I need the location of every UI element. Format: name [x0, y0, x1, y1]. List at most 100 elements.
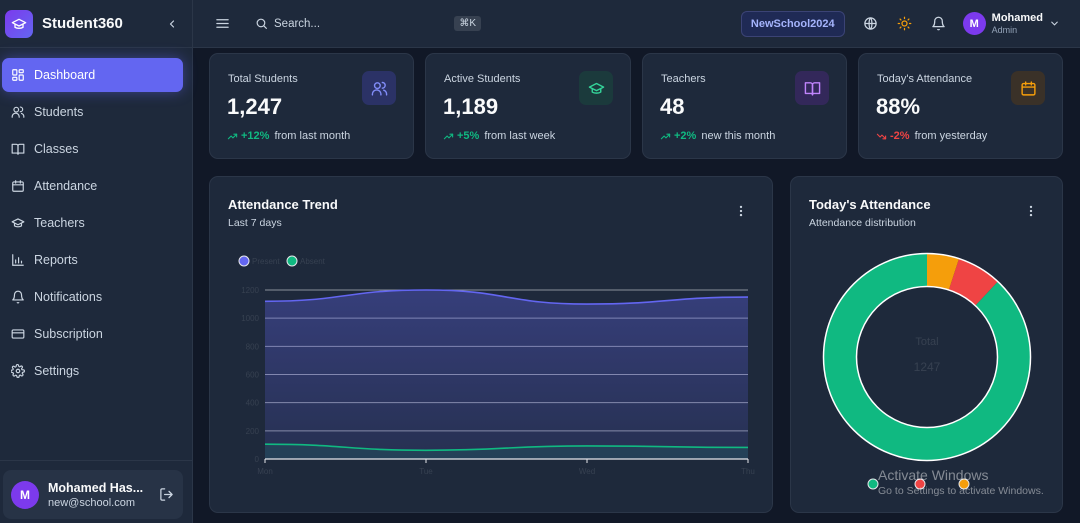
- stat-change: +12%: [241, 130, 270, 142]
- sidebar-item-label: Dashboard: [34, 68, 96, 82]
- search-icon: [256, 18, 267, 29]
- user-email: new@school.com: [48, 496, 135, 509]
- sidebar-item-label: Attendance: [34, 179, 98, 193]
- school-selector[interactable]: NewSchool2024: [740, 10, 845, 37]
- legend-marker: [286, 255, 298, 267]
- legend-marker: [914, 478, 926, 490]
- search-input[interactable]: [274, 17, 434, 30]
- bell-icon: [931, 16, 945, 30]
- avatar: M: [962, 12, 986, 35]
- bell-icon: [12, 290, 24, 304]
- attendance-trend-panel: Attendance Trend Last 7 days 0 200 400 600 8…: [209, 176, 773, 513]
- header-actions: NewSchool2024 M Mohamed Admin: [740, 10, 1060, 37]
- sidebar-item-label: Settings: [34, 364, 80, 378]
- graduation-cap-icon: [588, 82, 604, 94]
- brand-logo-icon: [5, 9, 33, 38]
- book-icon: [11, 143, 25, 155]
- stat-period: new this month: [701, 130, 776, 142]
- donut-slice: [823, 253, 1031, 461]
- sidebar-item-label: Notifications: [34, 290, 103, 304]
- sidebar-item-classes[interactable]: Classes: [2, 132, 183, 166]
- trending-up-icon: [443, 133, 454, 139]
- logout-button[interactable]: [159, 487, 175, 503]
- stat-period: from yesterday: [914, 130, 988, 142]
- stat-icon-box: [579, 71, 613, 105]
- logout-icon: [160, 487, 173, 501]
- kebab-menu-icon: [1029, 205, 1033, 217]
- y-tick-label: 0: [255, 455, 260, 464]
- sidebar-item-label: Teachers: [34, 216, 85, 230]
- sidebar-item-label: Reports: [34, 253, 78, 267]
- panel-title: Today's Attendance: [809, 197, 931, 212]
- stat-trend: +5% from last week: [443, 130, 555, 142]
- y-tick-label: 400: [246, 399, 260, 408]
- stat-change: +5%: [457, 130, 480, 142]
- windows-activation-watermark: Activate Windows Go to Settings to activ…: [878, 467, 1044, 497]
- language-button[interactable]: [863, 16, 879, 32]
- stat-card-total-students: Total Students 1,247 +12% from last mont…: [209, 53, 414, 159]
- series-area-absent: [265, 444, 748, 459]
- donut-center-value: 1247: [914, 360, 941, 374]
- stat-card-todays-attendance: Today's Attendance 88% -2% from yesterda…: [858, 53, 1063, 159]
- sidebar-item-settings[interactable]: Settings: [2, 354, 183, 388]
- legend-label: Absent: [300, 257, 326, 266]
- stat-value: 48: [660, 94, 685, 119]
- stat-icon-box: [362, 71, 396, 105]
- sidebar-item-label: Subscription: [34, 327, 103, 341]
- legend-marker: [238, 255, 250, 267]
- sidebar-nav: Dashboard Students Classes Attendance Te…: [0, 48, 192, 388]
- x-tick-label: Wed: [579, 467, 595, 476]
- stat-title: Active Students: [444, 73, 521, 85]
- user-name: Mohamed Has...: [48, 480, 144, 495]
- user-info: Mohamed Has... new@school.com: [48, 481, 159, 509]
- profile-menu[interactable]: M Mohamed Admin: [962, 12, 1060, 35]
- panel-subtitle: Attendance distribution: [809, 217, 916, 229]
- sidebar-item-teachers[interactable]: Teachers: [2, 206, 183, 240]
- stat-value: 1,189: [443, 94, 499, 119]
- chevron-down-icon: [1051, 21, 1058, 26]
- series-line-present: [264, 289, 749, 305]
- y-tick-label: 1000: [241, 314, 259, 323]
- collapse-sidebar-button[interactable]: [164, 16, 180, 32]
- stat-value: 1,247: [227, 94, 283, 119]
- profile-name: Mohamed: [991, 12, 1043, 24]
- stat-value: 88%: [876, 94, 921, 119]
- attendance-distribution-panel: Today's Attendance Attendance distributi…: [790, 176, 1063, 513]
- sidebar-item-subscription[interactable]: Subscription: [2, 317, 183, 351]
- stat-period: from last week: [484, 130, 556, 142]
- series-line-absent: [264, 443, 749, 452]
- brand: Student360: [0, 0, 192, 48]
- watermark-subtitle: Go to Settings to activate Windows.: [878, 485, 1044, 497]
- stat-trend: +12% from last month: [227, 130, 350, 142]
- stat-title: Teachers: [661, 73, 706, 85]
- menu-toggle-button[interactable]: [215, 16, 231, 32]
- y-tick-label: 1200: [241, 286, 259, 295]
- y-tick-label: 800: [246, 342, 260, 351]
- notifications-button[interactable]: [931, 16, 947, 32]
- gear-icon: [11, 364, 25, 378]
- more-options-button[interactable]: [1024, 204, 1038, 218]
- stat-icon-box: [1011, 71, 1045, 105]
- stat-change: -2%: [890, 130, 910, 142]
- attendance-trend-chart: 0 200 400 600 800 1000 1200 Mon Tue Wed Thu Present…: [238, 255, 755, 476]
- sidebar-item-students[interactable]: Students: [2, 95, 183, 129]
- stat-period: from last month: [274, 130, 351, 142]
- book-open-icon: [804, 81, 820, 96]
- more-options-button[interactable]: [734, 204, 748, 218]
- panel-title: Attendance Trend: [228, 197, 338, 212]
- hamburger-menu-icon: [216, 18, 229, 28]
- calendar-icon: [12, 180, 24, 192]
- kebab-menu-icon: [739, 205, 743, 217]
- users-icon: [371, 81, 387, 96]
- x-tick-label: Mon: [257, 467, 273, 476]
- top-header: ⌘K NewSchool2024 M Mohamed Admin: [193, 0, 1080, 48]
- sidebar-item-reports[interactable]: Reports: [2, 243, 183, 277]
- graduation-cap-icon: [11, 218, 25, 228]
- sidebar-item-attendance[interactable]: Attendance: [2, 169, 183, 203]
- sidebar-item-dashboard[interactable]: Dashboard: [2, 58, 183, 92]
- trending-down-icon: [876, 133, 887, 139]
- theme-toggle-button[interactable]: [897, 16, 913, 32]
- stat-card-teachers: Teachers 48 +2% new this month: [642, 53, 847, 159]
- sidebar-item-notifications[interactable]: Notifications: [2, 280, 183, 314]
- sidebar-divider: [0, 460, 192, 461]
